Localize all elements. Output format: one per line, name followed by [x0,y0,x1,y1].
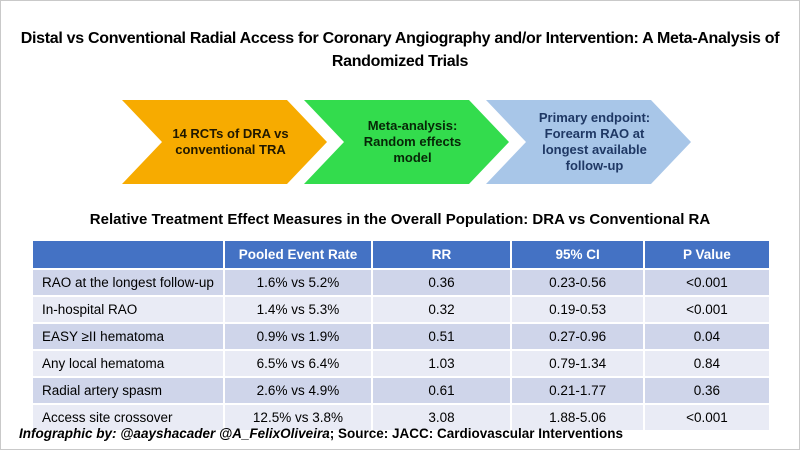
value-cell: 3.08 [370,403,512,430]
column-header-pvalue: P Value [642,241,769,269]
credit-label: Infographic by: [19,426,117,441]
footer-credit: Infographic by: @aayshacader @A_FelixOli… [19,426,623,441]
results-table: Pooled Event Rate RR 95% CI P Value RAO … [33,241,769,430]
outcome-label-cell: RAO at the longest follow-up [33,268,225,296]
flow-step-label: Meta-analysis: Random effects model [363,117,462,166]
outcome-label-cell: In-hospital RAO [33,295,225,323]
value-cell: 12.5% vs 3.8% [223,403,372,430]
flow-step-label: 14 RCTs of DRA vs conventional TRA [172,125,289,157]
value-cell: 0.79-1.34 [510,349,644,377]
table-row: In-hospital RAO 1.4% vs 5.3% 0.32 0.19-0.53… [33,295,769,323]
value-cell: 0.36 [370,268,512,296]
value-cell: 0.27-0.96 [510,322,644,350]
value-cell: 0.04 [642,322,769,350]
value-cell: 6.5% vs 6.4% [223,349,372,377]
value-cell: 0.21-1.77 [510,376,644,404]
flow-step-label: Primary endpoint: Forearm RAO at longest… [538,109,651,174]
value-cell: 1.88-5.06 [510,403,644,430]
outcome-label-cell: Any local hematoma [33,349,225,377]
column-header-rr: RR [370,241,512,269]
value-cell: <0.001 [642,403,769,430]
table-row: Radial artery spasm 2.6% vs 4.9% 0.61 0.21-… [33,376,769,404]
table-row: EASY ≥II hematoma 0.9% vs 1.9% 0.51 0.27-0.… [33,322,769,350]
value-cell: 1.6% vs 5.2% [223,268,372,296]
flow-step-rcts: 14 RCTs of DRA vs conventional TRA [122,100,327,184]
page-title: Distal vs Conventional Radial Access for… [20,30,780,71]
value-cell: 0.84 [642,349,769,377]
value-cell: 1.03 [370,349,512,377]
results-table-body: RAO at the longest follow-up 1.6% vs 5.2%… [33,268,769,430]
flow-step-primary-endpoint: Primary endpoint: Forearm RAO at longest… [486,100,691,184]
value-cell: 0.36 [642,376,769,404]
column-header-outcome [33,241,225,269]
value-cell: 0.51 [370,322,512,350]
table-row: Any local hematoma 6.5% vs 6.4% 1.03 0.79-1… [33,349,769,377]
flow-step-meta-analysis: Meta-analysis: Random effects model [304,100,509,184]
value-cell: <0.001 [642,268,769,296]
results-table-container: Pooled Event Rate RR 95% CI P Value RAO … [33,241,769,430]
value-cell: 1.4% vs 5.3% [223,295,372,323]
column-header-pooled-event-rate: Pooled Event Rate [223,241,372,269]
table-title: Relative Treatment Effect Measures in th… [89,211,711,228]
outcome-label-cell: EASY ≥II hematoma [33,322,225,350]
table-row: Access site crossover 12.5% vs 3.8% 3.08 1.… [33,403,769,430]
column-header-95ci: 95% CI [510,241,644,269]
value-cell: 2.6% vs 4.9% [223,376,372,404]
author-handles: @aayshacader @A_FelixOliveira [120,426,330,441]
value-cell: 0.19-0.53 [510,295,644,323]
value-cell: 0.32 [370,295,512,323]
value-cell: <0.001 [642,295,769,323]
table-row: RAO at the longest follow-up 1.6% vs 5.2%… [33,268,769,296]
outcome-label-cell: Access site crossover [33,403,225,430]
header-row: Pooled Event Rate RR 95% CI P Value [33,241,769,269]
value-cell: 0.9% vs 1.9% [223,322,372,350]
results-table-header: Pooled Event Rate RR 95% CI P Value [33,241,769,269]
value-cell: 0.23-0.56 [510,268,644,296]
source-text: ; Source: JACC: Cardiovascular Intervent… [329,426,624,441]
outcome-label-cell: Radial artery spasm [33,376,225,404]
value-cell: 0.61 [370,376,512,404]
